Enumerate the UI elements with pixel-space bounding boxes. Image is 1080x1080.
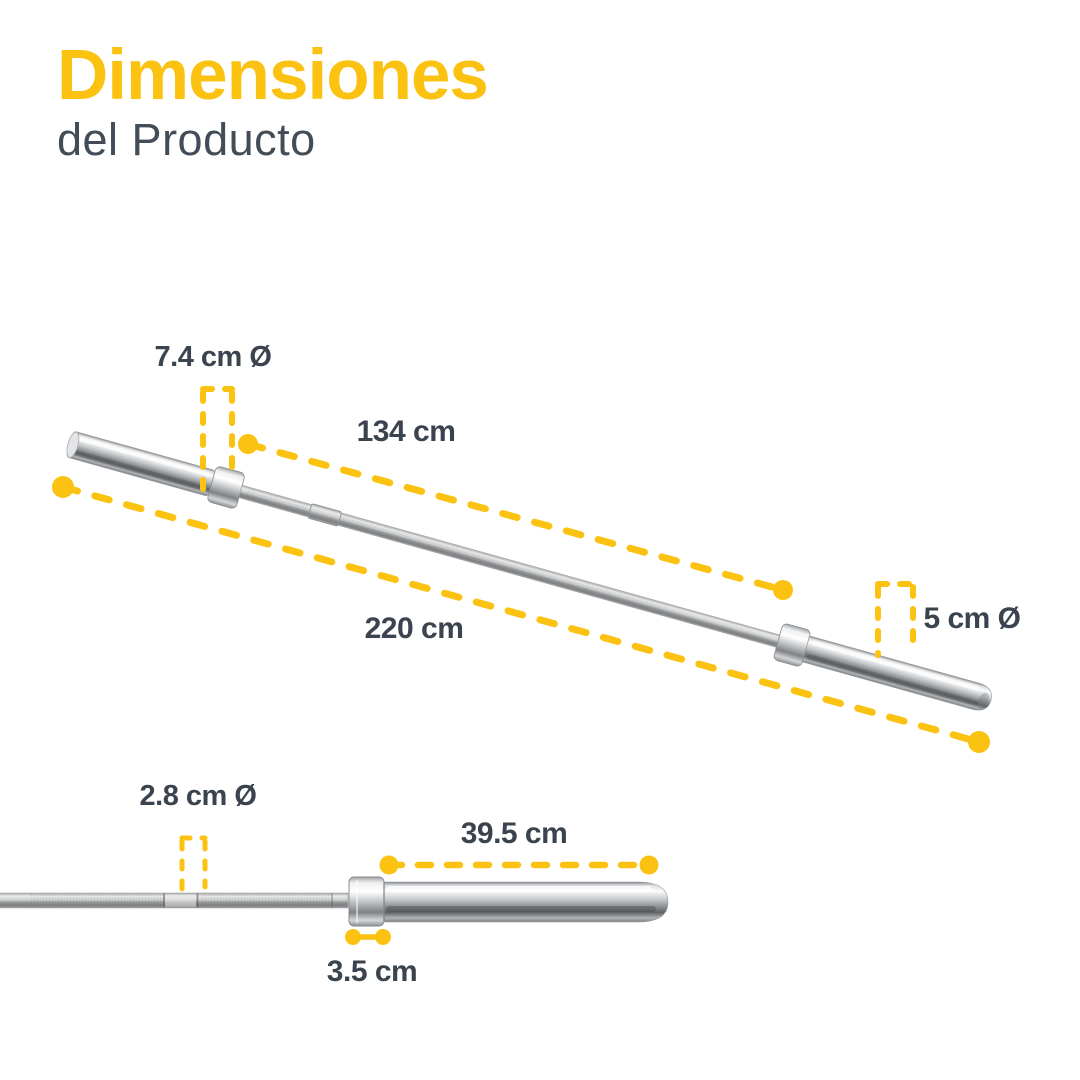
detail-collar: [348, 876, 385, 927]
label-total-length: 220 cm: [365, 612, 464, 645]
bracket-sleeve-diameter: [200, 386, 235, 498]
page-header: Dimensiones del Producto: [57, 36, 489, 165]
dimension-annotations-main: 7.4 cm Ø 134 cm 220 cm 5 cm Ø: [52, 341, 1021, 753]
dimension-line-collar-width: [345, 929, 391, 945]
bracket-shaft-diameter: [179, 835, 208, 899]
dimension-line-total-length: [52, 476, 990, 753]
bracket-bar-end-diameter: [875, 581, 916, 658]
page-subtitle: del Producto: [57, 114, 316, 165]
barbell-detail-view: [0, 876, 669, 927]
dimension-annotations-detail: 2.8 cm Ø 39.5 cm 3.5 cm: [140, 780, 659, 988]
label-shaft-diameter: 2.8 cm Ø: [140, 780, 257, 812]
barbell-left-endcap: [66, 431, 80, 458]
dimension-line-sleeve-length: [379, 855, 659, 875]
label-sleeve-length: 39.5 cm: [461, 817, 568, 850]
label-collar-width: 3.5 cm: [327, 955, 417, 988]
label-bar-end-diameter: 5 cm Ø: [923, 602, 1020, 635]
barbell-center-ring: [307, 503, 342, 527]
dimension-line-inner-length: [238, 434, 793, 600]
label-inner-length: 134 cm: [357, 415, 456, 448]
page-title: Dimensiones: [57, 36, 489, 115]
barbell-main-view: [66, 431, 992, 711]
label-sleeve-diameter: 7.4 cm Ø: [155, 341, 272, 373]
